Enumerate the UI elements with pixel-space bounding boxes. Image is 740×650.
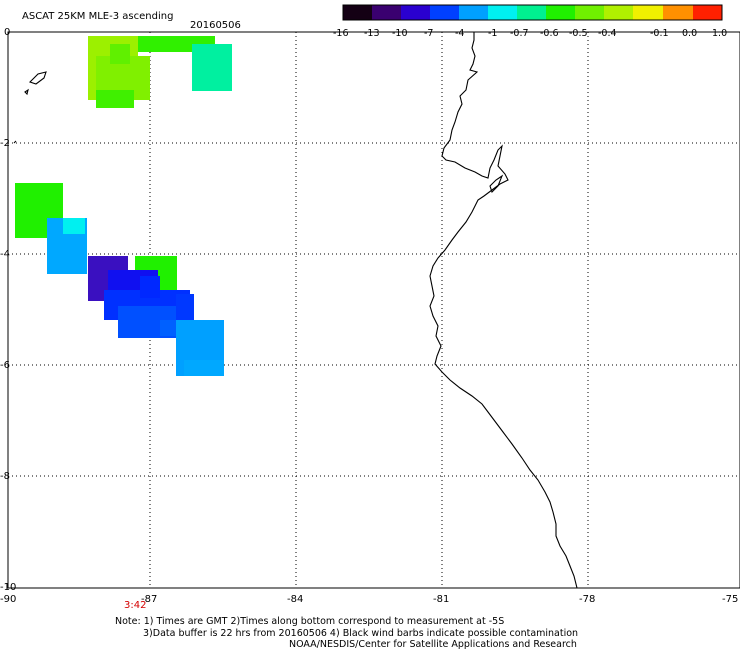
lat-label: -4	[0, 249, 10, 260]
lat-label: 0	[4, 27, 11, 38]
note-line-3: NOAA/NESDIS/Center for Satellite Applica…	[289, 639, 577, 650]
coastline	[13, 32, 578, 589]
lat-label: -6	[0, 360, 10, 371]
lon-label: -78	[579, 594, 596, 605]
lat-label: -2	[0, 138, 10, 149]
colorbar-label: -0.1	[650, 28, 669, 39]
graticule	[8, 32, 740, 588]
colorbar-label: -0.4	[598, 28, 617, 39]
colorbar	[342, 4, 723, 21]
note-line-1: Note: 1) Times are GMT 2)Times along bot…	[115, 616, 505, 627]
colorbar-label: -0.5	[569, 28, 588, 39]
lon-label: -75	[722, 594, 739, 605]
note-line-2: 3)Data buffer is 22 hrs from 20160506 4)…	[143, 628, 579, 639]
wind-swath-north	[88, 36, 232, 108]
colorbar-label: -10	[392, 28, 408, 39]
colorbar-label: -0.6	[540, 28, 559, 39]
colorbar-label: -7	[424, 28, 434, 39]
lon-label: -90	[0, 594, 17, 605]
measurement-time: 3:42	[124, 600, 147, 611]
colorbar-label: -13	[364, 28, 380, 39]
map-title: ASCAT 25KM MLE-3 ascending	[22, 11, 174, 22]
plot-frame	[7, 31, 740, 589]
colorbar-label: -1	[488, 28, 498, 39]
wind-swath-south	[15, 183, 224, 376]
lon-label: -87	[141, 594, 158, 605]
lat-label: -8	[0, 471, 10, 482]
lat-label: -10	[0, 582, 17, 593]
map-date: 20160506	[190, 20, 241, 31]
colorbar-label: -16	[333, 28, 349, 39]
colorbar-label: 1.0	[712, 28, 728, 39]
colorbar-label: -4	[455, 28, 465, 39]
lon-label: -84	[287, 594, 304, 605]
colorbar-label: -0.7	[510, 28, 529, 39]
colorbar-label: 0.0	[682, 28, 698, 39]
lon-label: -81	[433, 594, 450, 605]
